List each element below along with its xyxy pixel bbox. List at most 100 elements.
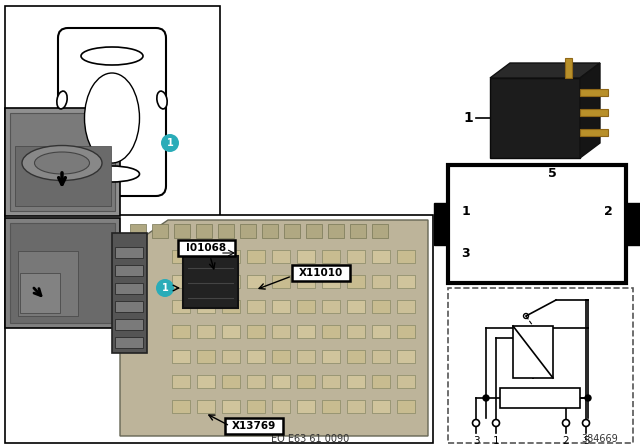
Bar	[322, 250, 340, 263]
Bar	[397, 250, 415, 263]
Bar	[448, 288, 633, 443]
Bar	[372, 400, 390, 413]
Bar	[18, 251, 78, 316]
Bar	[297, 375, 315, 388]
Circle shape	[472, 419, 479, 426]
Bar	[580, 129, 608, 136]
Bar	[115, 301, 143, 312]
Bar	[247, 325, 265, 338]
Bar	[306, 224, 322, 238]
Bar	[284, 224, 300, 238]
Bar	[172, 275, 190, 288]
Circle shape	[493, 419, 499, 426]
Ellipse shape	[81, 47, 143, 65]
Bar	[297, 300, 315, 313]
Bar	[178, 240, 235, 256]
Circle shape	[483, 395, 489, 401]
Bar	[347, 400, 365, 413]
Bar	[580, 109, 608, 116]
Text: 1: 1	[162, 283, 168, 293]
Bar	[262, 224, 278, 238]
Bar	[172, 250, 190, 263]
Bar	[240, 224, 256, 238]
Bar	[347, 375, 365, 388]
Bar	[10, 113, 115, 211]
Bar	[172, 400, 190, 413]
Bar	[20, 273, 60, 313]
Bar	[397, 275, 415, 288]
Bar	[172, 325, 190, 338]
Bar	[347, 275, 365, 288]
Bar	[197, 350, 215, 363]
Ellipse shape	[22, 146, 102, 181]
Bar	[347, 325, 365, 338]
Bar	[247, 300, 265, 313]
Bar	[247, 350, 265, 363]
Bar	[197, 300, 215, 313]
Bar	[297, 275, 315, 288]
Bar	[272, 250, 290, 263]
Bar	[322, 375, 340, 388]
Bar	[197, 250, 215, 263]
Bar	[183, 256, 238, 308]
Bar	[197, 400, 215, 413]
Bar	[272, 275, 290, 288]
Text: 3: 3	[461, 246, 470, 259]
Bar	[5, 218, 120, 328]
Bar	[372, 275, 390, 288]
Ellipse shape	[84, 166, 140, 182]
Text: 1: 1	[461, 204, 470, 217]
Bar	[115, 247, 143, 258]
Bar	[247, 275, 265, 288]
Bar	[580, 89, 608, 96]
Bar	[397, 350, 415, 363]
Bar	[222, 300, 240, 313]
Bar	[272, 350, 290, 363]
Ellipse shape	[157, 91, 167, 109]
Bar	[347, 350, 365, 363]
Text: 1: 1	[463, 111, 473, 125]
Circle shape	[161, 134, 179, 152]
Bar	[626, 203, 640, 245]
Bar	[372, 224, 388, 238]
Text: 3: 3	[473, 436, 479, 446]
Text: 1: 1	[166, 138, 173, 148]
FancyBboxPatch shape	[58, 28, 166, 196]
Bar	[172, 300, 190, 313]
Bar	[490, 78, 580, 158]
Bar	[5, 108, 120, 216]
Bar	[513, 326, 553, 378]
Bar	[272, 325, 290, 338]
Bar	[172, 350, 190, 363]
Bar	[397, 375, 415, 388]
Bar	[322, 300, 340, 313]
Ellipse shape	[35, 152, 90, 174]
Bar	[5, 6, 220, 216]
Bar	[222, 275, 240, 288]
Bar	[272, 375, 290, 388]
Ellipse shape	[57, 91, 67, 109]
Bar	[225, 418, 283, 434]
Polygon shape	[120, 220, 428, 436]
Text: 2: 2	[604, 204, 612, 217]
Bar	[448, 165, 626, 283]
Bar	[328, 224, 344, 238]
Bar	[372, 375, 390, 388]
Circle shape	[563, 419, 570, 426]
Text: EO E63 61 0090: EO E63 61 0090	[271, 434, 349, 444]
Text: 1: 1	[493, 436, 499, 446]
Text: X13769: X13769	[232, 421, 276, 431]
Text: 5: 5	[548, 167, 556, 180]
Bar	[372, 350, 390, 363]
Bar	[347, 300, 365, 313]
Bar	[397, 300, 415, 313]
Bar	[222, 350, 240, 363]
Bar	[197, 325, 215, 338]
Circle shape	[156, 279, 174, 297]
Bar	[297, 250, 315, 263]
Bar	[115, 319, 143, 330]
Bar	[197, 275, 215, 288]
Bar	[115, 337, 143, 348]
Circle shape	[585, 395, 591, 401]
Bar	[272, 300, 290, 313]
